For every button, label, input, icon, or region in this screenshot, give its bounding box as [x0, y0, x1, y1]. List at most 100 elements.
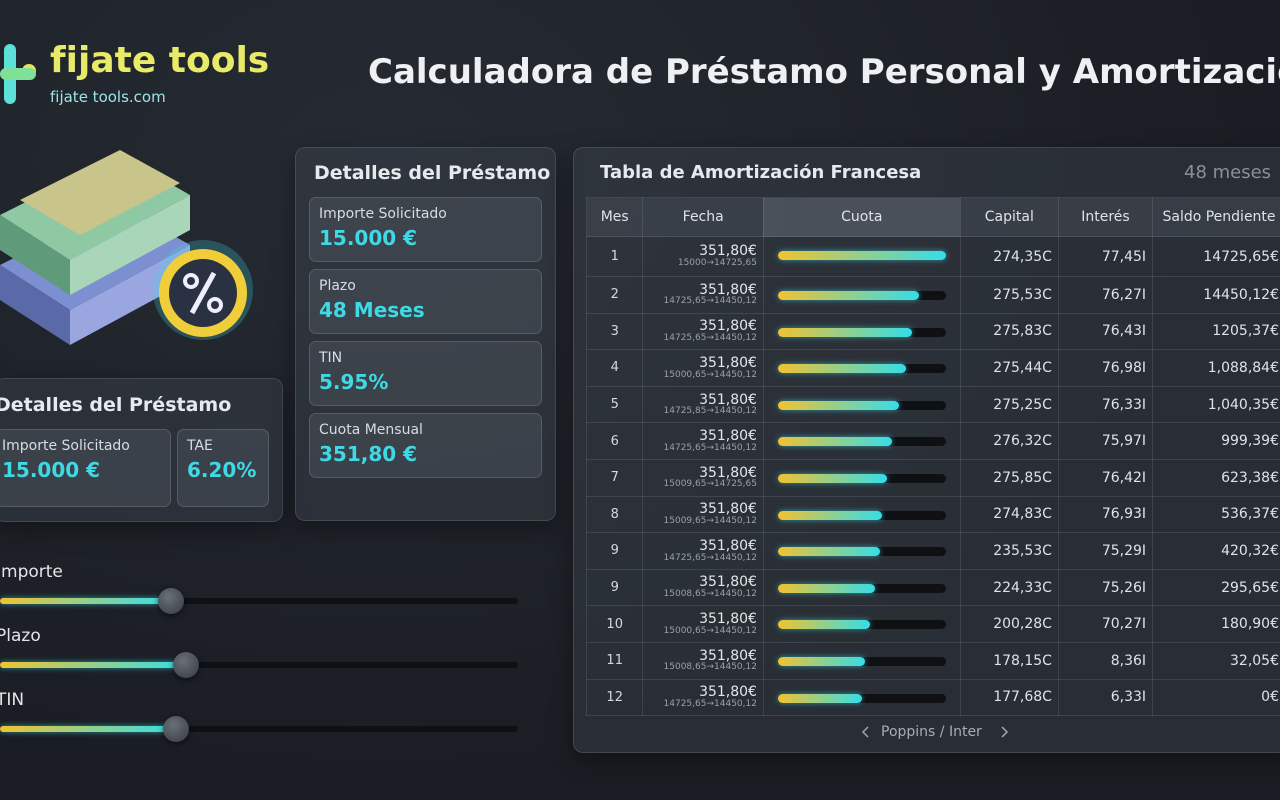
cell-mes: 9	[585, 568, 644, 607]
cell-interes: 77,45I	[1057, 236, 1154, 277]
cell-cuota	[762, 605, 961, 643]
field-value: 48 Meses	[319, 298, 425, 322]
cuota-bar	[777, 291, 920, 300]
cuota-track	[777, 656, 946, 666]
cell-saldo: 1205,37€	[1152, 312, 1280, 351]
details-card: Detalles del Préstamo Importe Solicitado…	[295, 147, 556, 521]
cell-fecha: 351,80€ 14725,65→14450,12	[642, 312, 764, 351]
cuota-track	[777, 400, 946, 410]
cell-fecha: 351,80€ 15000,65→14450,12	[642, 605, 764, 643]
field-value: 15.000 €	[319, 226, 418, 250]
slider-label: TIN	[0, 690, 25, 710]
cell-mes: 4	[585, 349, 644, 387]
cell-interes: 75,29I	[1057, 532, 1154, 570]
cuota-amount: 351,80€	[699, 574, 757, 591]
next-icon[interactable]	[998, 725, 1010, 739]
table-row: 9 351,80€ 14725,65→14450,12 235,53C 75,29I 42…	[585, 532, 1280, 570]
field-value: 5.95%	[319, 370, 389, 394]
slider-knob[interactable]	[163, 716, 190, 742]
table-row: 4 351,80€ 15000,65→14450,12 275,44C 76,98I 1,…	[585, 349, 1280, 387]
cell-cuota	[762, 312, 961, 351]
cuota-bar	[777, 693, 862, 703]
money-illustration	[0, 150, 253, 345]
cell-cuota	[762, 236, 961, 277]
cuota-bar	[777, 327, 913, 337]
field-value: 6.20%	[187, 458, 257, 482]
cell-fecha: 351,80€ 15008,65→14450,12	[642, 641, 764, 680]
cell-saldo: 180,90€	[1152, 605, 1280, 643]
field: Importe Solicitado 15.000 €	[309, 197, 542, 262]
cuota-amount: 351,80€	[699, 281, 757, 298]
cuota-amount: 351,80€	[699, 537, 757, 554]
table-row: 9 351,80€ 15008,65→14450,12 224,33C 75,26I 29…	[585, 568, 1280, 607]
column-header: Interés	[1057, 197, 1154, 237]
cell-saldo: 32,05€	[1152, 641, 1280, 680]
slider-fill	[0, 726, 177, 732]
balance-range: 15009,65→14450,12	[663, 515, 757, 526]
slider-label: Plazo	[0, 626, 41, 646]
table-row: 6 351,80€ 14725,65→14450,12 276,32C 75,97I 99…	[585, 422, 1280, 460]
cuota-track	[777, 620, 946, 630]
cell-cuota	[762, 458, 961, 497]
card-title: Detalles del Préstamo	[0, 394, 232, 416]
cell-fecha: 351,80€ 15008,65→14450,12	[642, 568, 764, 607]
slider-track[interactable]	[0, 598, 518, 604]
field-label: Plazo	[319, 278, 356, 294]
cell-interes: 75,26I	[1057, 568, 1154, 607]
cell-mes: 9	[585, 532, 644, 570]
column-header: Mes	[585, 197, 644, 237]
summary-card: Detalles del Préstamo Importe Solicitado…	[0, 378, 283, 522]
cell-interes: 76,98I	[1057, 349, 1154, 387]
cell-mes: 5	[585, 385, 644, 424]
cell-interes: 76,42I	[1057, 458, 1154, 497]
cuota-track	[777, 583, 946, 593]
cell-interes: 76,27I	[1057, 276, 1154, 314]
slider-track[interactable]	[0, 726, 518, 732]
cell-interes: 70,27I	[1057, 605, 1154, 643]
column-header: Cuota	[762, 197, 961, 237]
cell-saldo: 1,088,84€	[1152, 349, 1280, 387]
cell-cuota	[762, 422, 961, 460]
cell-fecha: 351,80€ 14725,65→14450,12	[642, 678, 764, 717]
cell-saldo: 14725,65€	[1152, 236, 1280, 277]
cuota-amount: 351,80€	[699, 684, 757, 701]
table-row: 7 351,80€ 15009,65→14725,65 275,85C 76,42I 62…	[585, 458, 1280, 497]
balance-range: 14725,85→14450,12	[663, 406, 757, 417]
cuota-track	[777, 291, 946, 300]
cell-capital: 275,85C	[959, 458, 1059, 497]
cell-interes: 76,93I	[1057, 495, 1154, 534]
cell-fecha: 351,80€ 15000→14725,65	[642, 236, 764, 277]
table-row: 8 351,80€ 15009,65→14450,12 274,83C 76,93I 53…	[585, 495, 1280, 534]
cuota-amount: 351,80€	[699, 391, 757, 408]
slider-knob[interactable]	[157, 588, 184, 614]
cell-mes: 1	[585, 236, 644, 277]
cell-fecha: 351,80€ 14725,65→14450,12	[642, 276, 764, 314]
cell-capital: 275,44C	[959, 349, 1059, 387]
slider-track[interactable]	[0, 662, 518, 668]
slider-knob[interactable]	[173, 652, 200, 678]
logo-url: fijate tools.com	[50, 88, 166, 106]
cuota-bar	[777, 510, 883, 520]
field-label: Importe Solicitado	[2, 438, 130, 454]
cuota-bar	[777, 620, 871, 630]
cell-saldo: 999,39€	[1152, 422, 1280, 460]
cell-interes: 75,97I	[1057, 422, 1154, 460]
balance-range: 14725,65→14450,12	[663, 442, 757, 453]
cell-fecha: 351,80€ 14725,65→14450,12	[642, 422, 764, 460]
cell-cuota	[762, 568, 961, 607]
column-header: Capital	[959, 197, 1059, 237]
cell-capital: 274,35C	[959, 236, 1059, 277]
field: TAE 6.20%	[177, 429, 269, 507]
cuota-track	[777, 364, 946, 374]
balance-range: 15000,65→14450,12	[663, 369, 757, 380]
balance-range: 15009,65→14725,65	[663, 479, 757, 490]
cell-saldo: 1,040,35€	[1152, 385, 1280, 424]
slider-fill	[0, 662, 187, 668]
prev-icon[interactable]	[860, 725, 872, 739]
cell-cuota	[762, 641, 961, 680]
cuota-track	[777, 693, 946, 703]
cell-mes: 11	[585, 641, 644, 680]
table-row: 2 351,80€ 14725,65→14450,12 275,53C 76,27I 14…	[585, 276, 1280, 314]
logo-icon	[0, 44, 36, 104]
